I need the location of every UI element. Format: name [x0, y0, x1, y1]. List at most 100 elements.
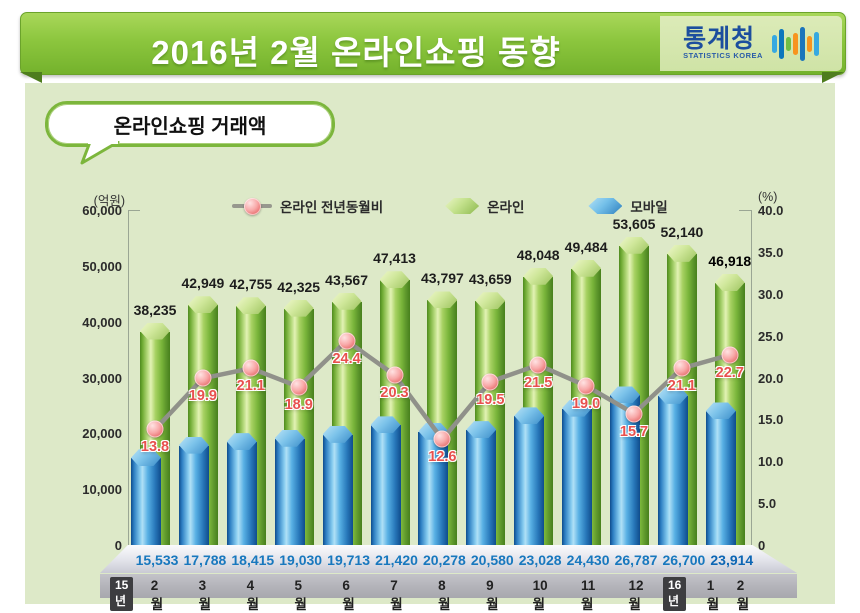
yoy-value-label: 13.8	[140, 439, 170, 456]
yoy-marker	[290, 378, 308, 396]
right-axis-tick: 40.0	[758, 203, 784, 218]
legend-line-marker-icon	[244, 198, 261, 215]
mobile-value-label: 19,030	[279, 552, 323, 568]
right-axis-top-tick	[739, 210, 751, 211]
right-axis-tick: 5.0	[758, 496, 777, 512]
mobile-value-label: 18,415	[231, 552, 275, 568]
statistics-korea-logo: 통계청 STATISTICS KOREA	[660, 16, 842, 71]
yoy-marker	[386, 366, 403, 384]
mobile-bar-cap	[178, 436, 209, 454]
mobile-bar	[274, 438, 305, 545]
mobile-bar-cap	[226, 433, 257, 451]
yoy-value-label: 19.9	[188, 388, 218, 405]
month-label: 10월	[532, 578, 548, 612]
mobile-value-label: 23,914	[710, 552, 754, 568]
mobile-bar-cap	[562, 399, 593, 417]
mobile-bar	[370, 425, 401, 545]
online-value-label: 49,484	[564, 238, 608, 255]
mobile-bar-cap	[466, 421, 497, 439]
mobile-bar-cap	[370, 416, 401, 434]
month-label: 9월	[486, 578, 499, 612]
year-badge: 15년	[110, 577, 134, 611]
right-axis-tick: 0	[758, 538, 766, 553]
left-axis-line	[128, 210, 129, 545]
online-bar-cap	[475, 292, 506, 310]
mobile-bar-cap	[610, 386, 640, 404]
mobile-value-label: 24,430	[566, 552, 610, 568]
yoy-value-label: 19.5	[476, 391, 505, 408]
online-bar-cap	[140, 322, 170, 340]
month-label: 11월	[580, 578, 596, 612]
mobile-bar	[131, 458, 161, 545]
yoy-marker	[529, 356, 547, 374]
left-axis-tick: 30,000	[82, 370, 122, 386]
online-bar-cap	[331, 292, 362, 310]
yoy-marker	[338, 332, 356, 350]
right-axis-tick: 30.0	[758, 286, 784, 302]
online-value-label: 52,140	[660, 223, 704, 240]
mobile-bar-cap	[514, 407, 545, 425]
online-value-label: 42,949	[181, 275, 225, 292]
month-label: 6월	[342, 578, 355, 612]
section-title-bubble: 온라인쇼핑 거래액	[45, 101, 335, 147]
month-label: 2월	[736, 578, 750, 612]
mobile-bar	[466, 430, 497, 545]
legend-line-sample	[232, 198, 272, 215]
right-axis-unit: (%)	[758, 190, 778, 204]
right-axis-tick: 10.0	[758, 454, 784, 470]
mobile-bar-cap	[705, 402, 736, 420]
yoy-value-label: 21.1	[236, 378, 265, 395]
yoy-marker	[433, 430, 451, 448]
left-axis-unit: (억원)	[93, 194, 125, 208]
agency-subtitle: STATISTICS KOREA	[683, 51, 763, 60]
agency-text: 통계청 STATISTICS KOREA	[683, 25, 763, 61]
page-title: 2016년 2월 온라인쇼핑 동향	[151, 34, 561, 71]
left-axis-top-tick	[128, 210, 140, 211]
agency-name: 통계청	[683, 25, 756, 53]
online-bar-cap	[427, 291, 458, 309]
yoy-value-label: 18.9	[284, 396, 313, 413]
yoy-value-label: 12.6	[428, 449, 457, 466]
mobile-bar	[178, 445, 209, 545]
mobile-bar-cap	[131, 449, 161, 467]
mobile-bar-cap	[657, 386, 688, 404]
yoy-marker	[481, 373, 499, 391]
mobile-bar-cap	[274, 429, 305, 447]
mobile-bar	[562, 408, 593, 545]
right-axis-tick: 15.0	[758, 412, 784, 428]
month-label: 4월	[246, 578, 260, 612]
yoy-value-label: 22.7	[715, 364, 744, 381]
yoy-value-label: 20.3	[380, 384, 409, 401]
legend-swatch-mobile-icon	[588, 198, 623, 214]
yoy-marker	[673, 359, 691, 377]
online-value-label: 43,797	[420, 270, 464, 287]
online-value-label: 42,755	[229, 276, 273, 293]
left-axis-tick: 40,000	[82, 314, 122, 330]
mobile-value-label: 23,028	[518, 552, 562, 568]
mobile-value-label: 15,533	[135, 552, 179, 568]
legend-label-line: 온라인 전년동월비	[280, 200, 384, 215]
year-badge: 16년	[663, 577, 687, 611]
logo-bars-icon	[771, 24, 819, 64]
month-label: 2월	[150, 578, 164, 612]
online-value-label: 43,659	[468, 271, 512, 288]
yoy-value-label: 21.5	[524, 374, 553, 391]
online-bar-cap	[379, 271, 410, 289]
mobile-bar	[322, 434, 353, 545]
chart-legend: 온라인 전년동월비 온라인 모바일	[232, 196, 668, 216]
yoy-value-label: 24.4	[332, 350, 361, 367]
online-bar-cap	[571, 259, 602, 277]
online-value-label: 43,567	[325, 271, 369, 288]
online-value-label: 42,325	[277, 278, 321, 295]
mobile-bar	[705, 411, 736, 545]
month-label: 8월	[438, 578, 451, 612]
mobile-value-label: 26,787	[614, 552, 658, 568]
mobile-bar	[657, 395, 688, 545]
online-value-label: 46,918	[708, 253, 752, 270]
right-axis-tick: 20.0	[758, 370, 784, 386]
mobile-bar	[418, 431, 449, 545]
left-axis-tick: 50,000	[82, 258, 122, 274]
month-label: 3월	[198, 578, 212, 612]
yoy-marker	[194, 369, 212, 387]
mobile-bar-cap	[322, 425, 353, 443]
